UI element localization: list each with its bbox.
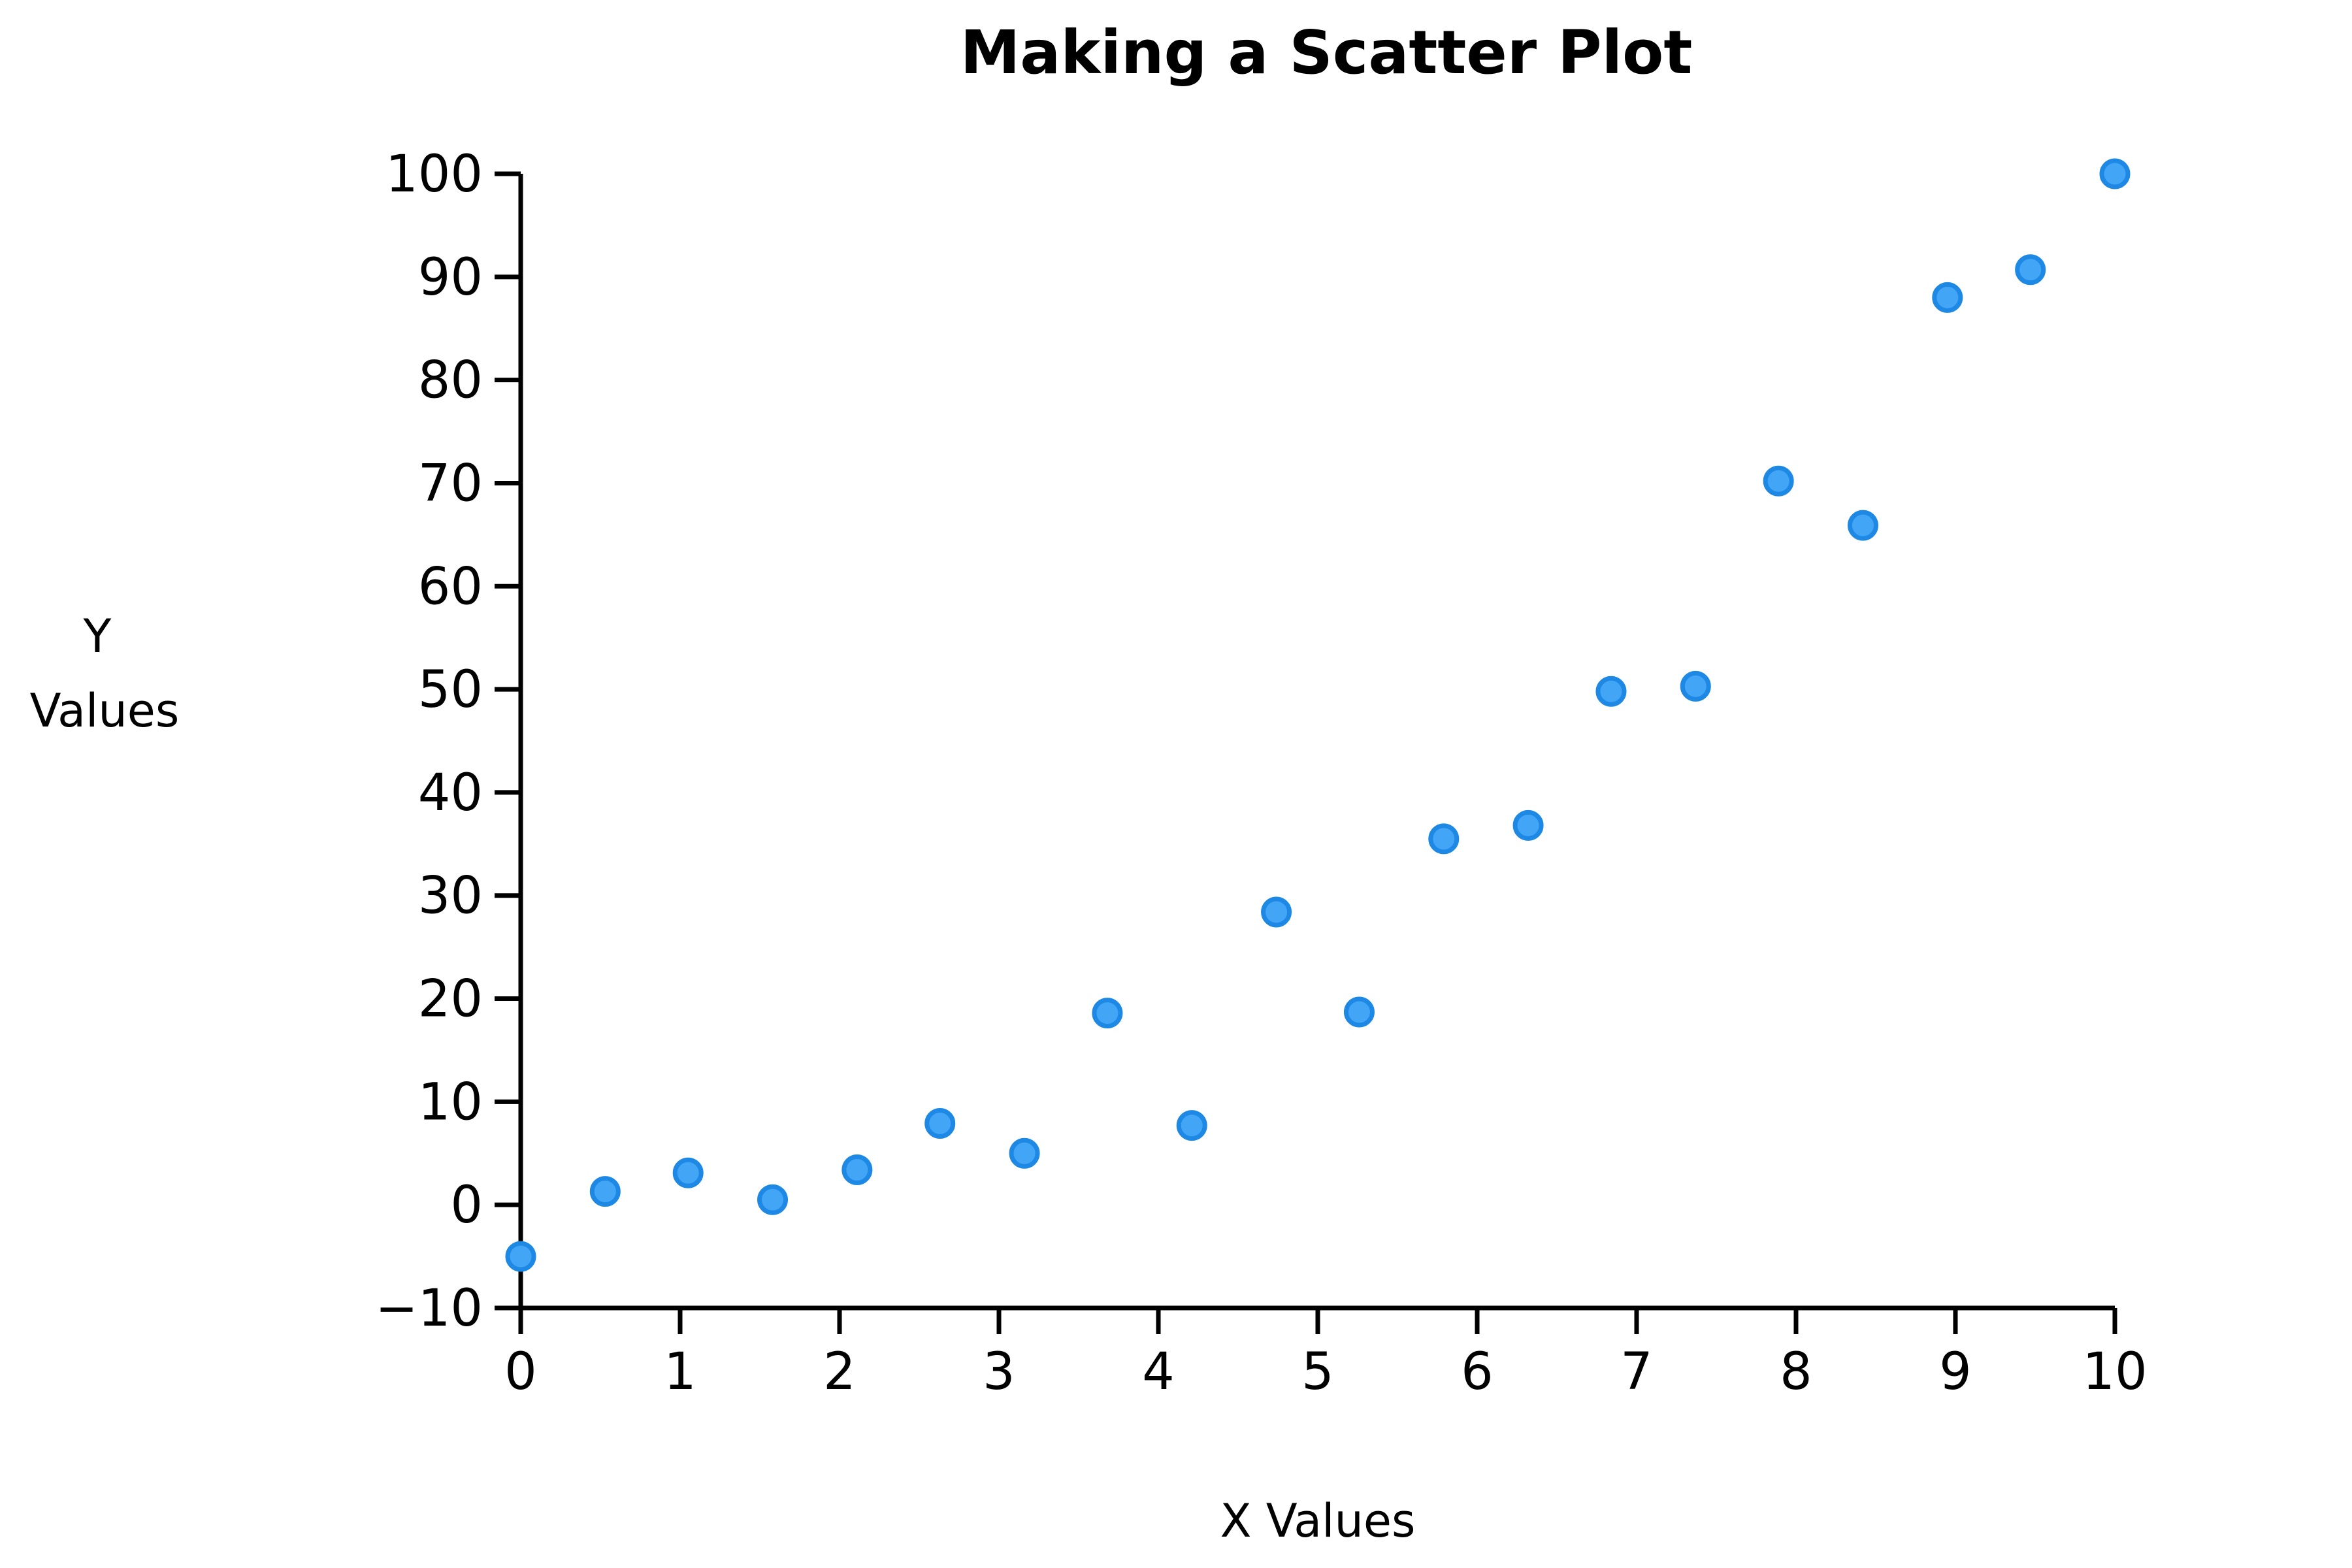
- x-axis-label: X Values: [1220, 1494, 1416, 1548]
- data-point: [505, 1241, 536, 1272]
- data-point: [1680, 670, 1711, 702]
- data-point: [1261, 896, 1292, 928]
- y-tick-label: 80: [418, 351, 483, 410]
- x-tick-label: 4: [1142, 1343, 1175, 1401]
- y-tick-label: 90: [418, 248, 483, 307]
- x-tick-label: 1: [664, 1343, 696, 1401]
- data-point: [1932, 282, 1963, 313]
- chart-title: Making a Scatter Plot: [960, 18, 1693, 88]
- data-point: [1428, 823, 1460, 855]
- x-tick-label: 9: [1939, 1343, 1972, 1401]
- data-point: [924, 1108, 956, 1139]
- y-tick-label: 30: [418, 867, 483, 926]
- y-tick-label: 50: [418, 661, 483, 719]
- data-points: [505, 158, 2131, 1272]
- x-tick-label: 10: [2082, 1343, 2147, 1401]
- data-point: [1009, 1137, 1040, 1169]
- data-point: [2099, 158, 2131, 189]
- x-tick-label: 8: [1780, 1343, 1812, 1401]
- y-axis-label-line-2: Values: [30, 684, 180, 738]
- y-tick-label: −10: [375, 1279, 483, 1338]
- data-point: [1092, 998, 1123, 1029]
- data-point: [757, 1184, 789, 1215]
- data-point: [1763, 465, 1794, 497]
- x-tick-label: 2: [823, 1343, 856, 1401]
- y-tick-label: 60: [418, 557, 483, 616]
- y-axis-label-line-1: Y: [82, 610, 111, 663]
- x-tick-label: 3: [983, 1343, 1015, 1401]
- data-point: [2015, 254, 2046, 286]
- x-tick-label: 5: [1301, 1343, 1334, 1401]
- data-point: [1595, 676, 1627, 707]
- data-point: [1512, 809, 1544, 841]
- x-tick-label: 7: [1620, 1343, 1653, 1401]
- data-point: [589, 1176, 621, 1207]
- y-tick-label: 0: [450, 1176, 483, 1235]
- y-axis-ticks: −10 0 10 20 30 40 50 60 70 80 90 100: [375, 145, 521, 1338]
- data-point: [1847, 510, 1878, 541]
- data-point: [1176, 1110, 1207, 1141]
- y-tick-label: 70: [418, 454, 483, 513]
- y-tick-label: 40: [418, 764, 483, 823]
- axes: [518, 174, 2115, 1311]
- data-point: [841, 1154, 873, 1186]
- x-tick-label: 0: [504, 1343, 537, 1401]
- data-point: [672, 1157, 704, 1188]
- y-tick-label: 10: [418, 1073, 483, 1132]
- x-axis-ticks: 0 1 2 3 4 5 6 7 8 9 10: [504, 1308, 2148, 1401]
- y-tick-label: 100: [385, 145, 483, 204]
- y-tick-label: 20: [418, 970, 483, 1029]
- data-point: [1343, 996, 1375, 1028]
- x-tick-label: 6: [1461, 1343, 1494, 1401]
- y-axis-label: Y Values: [30, 610, 180, 738]
